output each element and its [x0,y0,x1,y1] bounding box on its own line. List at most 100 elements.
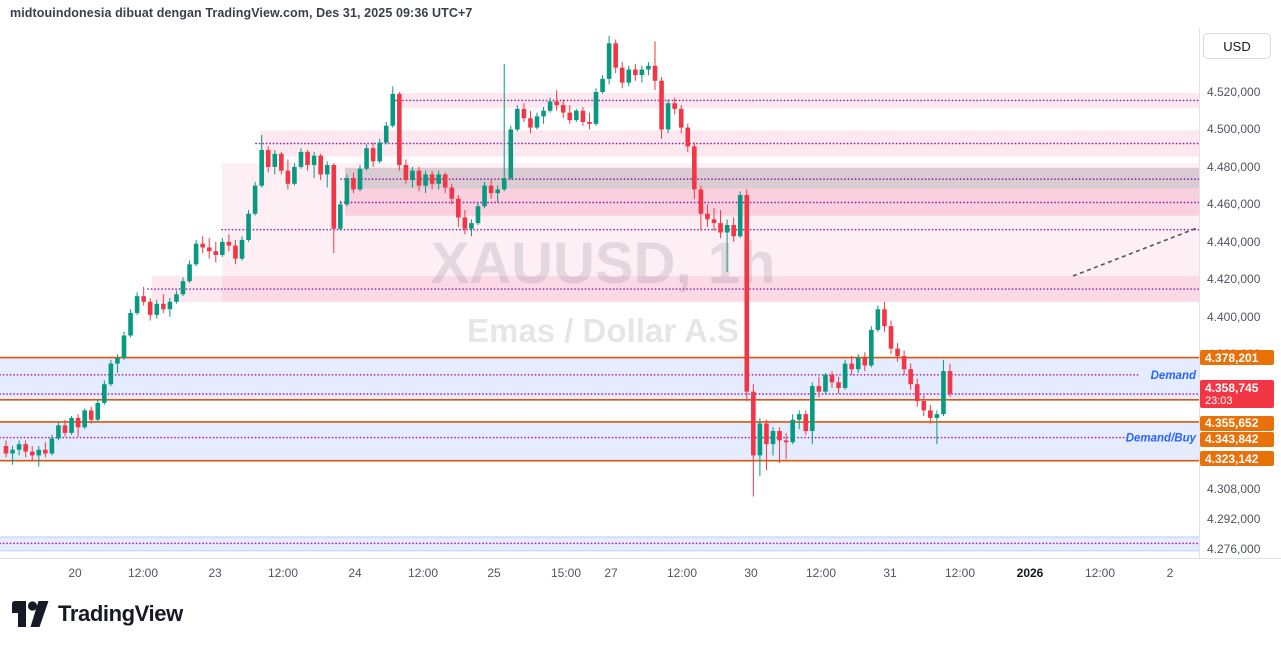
candle[interactable] [442,172,448,194]
candle[interactable] [187,260,192,284]
candle[interactable] [318,153,323,181]
candle[interactable] [397,92,402,171]
candle[interactable] [501,63,507,192]
candle[interactable] [908,363,913,390]
candle[interactable] [888,320,894,355]
candle[interactable] [672,97,677,115]
candle[interactable] [882,301,887,332]
time-axis[interactable]: 20 12:00 23 12:00 24 12:00 25 15:00 27 12:00 30 12:… [0,558,1281,587]
candle[interactable] [862,352,868,372]
time-label[interactable]: 15:00 [550,566,582,580]
candle[interactable] [338,200,343,231]
candle[interactable] [947,363,953,398]
candle[interactable] [331,163,337,254]
candle[interactable] [600,75,605,94]
candle[interactable] [10,445,15,465]
candle[interactable] [928,404,933,424]
time-label[interactable]: 12:00 [805,566,837,580]
candle[interactable] [377,138,382,164]
candle[interactable] [226,234,232,252]
candle[interactable] [521,103,527,122]
candle[interactable] [410,166,415,188]
price-axis[interactable]: USD 4.520,000 4.500,000 4.480,000 4.460,000… [1199,28,1281,558]
candle[interactable] [580,106,586,126]
time-label[interactable]: 2 [1166,566,1174,580]
candle[interactable] [279,151,284,175]
candle[interactable] [23,440,28,458]
candle[interactable] [724,219,730,272]
candle[interactable] [272,150,278,175]
candle[interactable] [810,382,815,445]
candle[interactable] [646,62,651,76]
candle[interactable] [357,165,363,192]
candle[interactable] [462,209,468,235]
candle[interactable] [429,170,435,190]
candle[interactable] [829,371,835,388]
candle[interactable] [449,183,455,205]
candle[interactable] [141,286,146,306]
candle[interactable] [403,159,409,184]
candle[interactable] [285,159,291,190]
candle[interactable] [685,123,691,152]
candle[interactable] [220,238,225,257]
candle[interactable] [547,97,553,113]
tradingview-logo[interactable]: TradingView [12,600,183,628]
candle[interactable] [777,427,782,463]
candle[interactable] [108,359,114,387]
candle[interactable] [816,376,822,398]
candle[interactable] [757,417,763,476]
candle[interactable] [855,354,861,373]
candle[interactable] [528,110,533,134]
time-label[interactable]: 31 [883,566,897,580]
candle[interactable] [574,108,579,122]
candle[interactable] [324,161,330,188]
time-label[interactable]: 20 [68,566,82,580]
candle[interactable] [941,359,946,417]
candle[interactable] [554,90,559,111]
candle[interactable] [121,331,127,360]
time-label[interactable]: 12:00 [666,566,698,580]
candle[interactable] [482,181,487,209]
candle[interactable] [875,305,881,332]
candle[interactable] [154,299,160,319]
candle[interactable] [534,112,540,130]
candle[interactable] [36,445,42,467]
candle[interactable] [423,170,428,194]
candle[interactable] [796,410,802,430]
time-label[interactable]: 25 [487,566,501,580]
candle[interactable] [390,86,396,128]
candle[interactable] [200,236,205,254]
candle[interactable] [213,241,219,263]
time-label[interactable]: 23 [208,566,222,580]
candle[interactable] [56,421,61,441]
candle[interactable] [82,408,87,430]
time-label[interactable]: 30 [744,566,758,580]
candle[interactable] [383,121,389,145]
candle[interactable] [705,204,710,227]
candle[interactable] [456,195,461,227]
candle[interactable] [633,63,638,81]
candle[interactable] [115,354,120,373]
candle[interactable] [167,298,173,317]
candle[interactable] [901,350,907,375]
candle[interactable] [606,35,612,85]
candle[interactable] [364,144,369,171]
candle[interactable] [3,440,9,458]
candle[interactable] [69,416,74,435]
candle[interactable] [475,202,481,225]
time-label[interactable]: 12:00 [267,566,299,580]
candle[interactable] [934,410,940,445]
candle[interactable] [161,294,166,314]
candle[interactable] [698,185,704,231]
candle[interactable] [626,65,632,87]
candle[interactable] [895,342,900,362]
candle[interactable] [49,434,55,456]
candle[interactable] [29,445,35,461]
candle[interactable] [567,105,573,124]
time-label[interactable]: 12:00 [944,566,976,580]
candle[interactable] [823,372,828,394]
candle[interactable] [665,99,671,134]
candle[interactable] [678,105,684,134]
candle[interactable] [495,185,500,203]
